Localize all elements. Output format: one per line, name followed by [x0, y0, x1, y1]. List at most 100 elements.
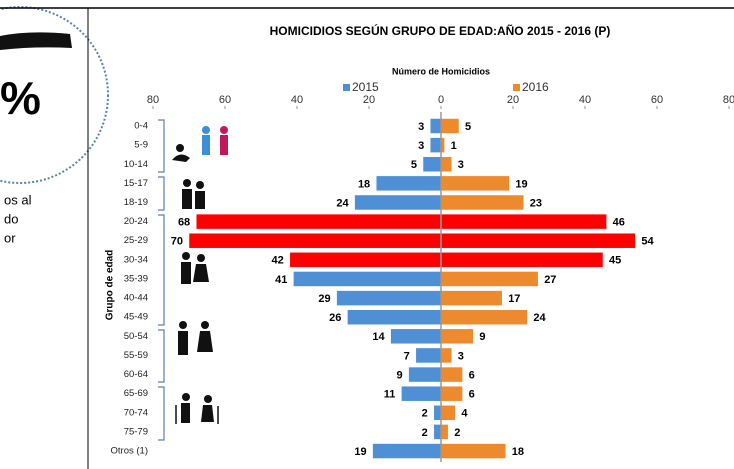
value-label: 19 [515, 178, 527, 190]
x-tick-label: 60 [219, 94, 231, 106]
bar [440, 156, 453, 172]
legend-swatch [343, 84, 350, 91]
bracket [158, 176, 165, 211]
value-label: 3 [418, 121, 424, 133]
value-label: 2 [422, 427, 428, 439]
bracket [158, 386, 165, 441]
value-label: 46 [613, 217, 625, 229]
bar [440, 347, 453, 364]
bar [440, 271, 539, 287]
bar [433, 405, 442, 421]
value-label: 6 [469, 389, 475, 401]
x-tick-label: 60 [651, 94, 663, 106]
bar [354, 194, 442, 211]
value-label: 4 [461, 408, 468, 420]
value-label: 18 [358, 178, 370, 190]
bar [390, 328, 442, 345]
bar [440, 385, 463, 402]
value-label: 7 [404, 350, 410, 362]
value-label: 5 [465, 121, 471, 133]
value-label: 26 [329, 312, 341, 324]
value-label: 9 [396, 369, 402, 381]
y-tick-label: 5-9 [134, 140, 148, 151]
bar [293, 271, 442, 287]
value-label: 45 [609, 255, 621, 267]
x-tick-label: 40 [579, 94, 591, 106]
value-label: 41 [275, 274, 287, 286]
chart-title: HOMICIDIOS SEGÚN GRUPO DE EDAD:AÑO 2015 … [270, 23, 611, 38]
value-label: 3 [418, 140, 424, 152]
value-label: 5 [411, 159, 417, 171]
bar [401, 385, 442, 402]
legend-label: 2016 [522, 80, 549, 94]
bar [440, 309, 528, 325]
y-tick-label: 75-79 [124, 426, 148, 437]
bracket [158, 119, 165, 173]
bar [440, 252, 604, 268]
bar [440, 443, 507, 459]
bar [440, 118, 460, 134]
bar [347, 309, 442, 325]
y-tick-label: 55-59 [124, 350, 148, 361]
value-label: 70 [171, 236, 183, 248]
value-label: 6 [469, 369, 475, 381]
bar [195, 213, 442, 230]
value-label: 68 [178, 217, 190, 229]
bar [440, 232, 636, 249]
y-tick-label: 60-64 [124, 369, 148, 380]
y-axis-label: Grupo de edad [105, 250, 116, 321]
y-tick-label: Otros (1) [111, 446, 148, 457]
bracket [158, 214, 165, 326]
brackets [158, 119, 165, 441]
bar [440, 366, 463, 383]
x-tick-label: 40 [291, 94, 303, 106]
y-tick-label: 18-19 [124, 197, 148, 208]
bar [188, 232, 442, 249]
value-label: 2 [422, 408, 428, 420]
value-label: 2 [454, 427, 460, 439]
y-tick-label: 65-69 [124, 388, 148, 399]
percent-symbol: % [0, 72, 41, 124]
value-label: 18 [512, 446, 524, 458]
x-tick-label: 20 [363, 94, 375, 106]
bar [429, 137, 442, 153]
subtitle: Número de Homicidios [392, 66, 490, 76]
value-label: 17 [508, 293, 520, 305]
value-label: 3 [458, 350, 464, 362]
legend-label: 2015 [352, 80, 379, 94]
bar [433, 424, 442, 440]
bracket [158, 329, 165, 383]
value-label: 1 [451, 140, 457, 152]
value-label: 3 [458, 159, 464, 171]
x-tick-label: 20 [507, 94, 519, 106]
bar [289, 252, 442, 268]
bar [440, 405, 456, 421]
bar [440, 194, 525, 211]
y-tick-label: 50-54 [124, 331, 148, 342]
icons [172, 126, 228, 424]
bar [440, 328, 474, 345]
bar [422, 156, 442, 172]
value-label: 14 [372, 331, 385, 343]
value-label: 23 [530, 197, 542, 209]
legend-swatch [513, 84, 520, 91]
bar [440, 175, 510, 192]
bar [440, 424, 449, 440]
value-label: 54 [641, 236, 654, 248]
side-text: do [4, 211, 18, 226]
y-tick-label: 20-24 [124, 216, 148, 227]
bar [415, 347, 442, 364]
bar [429, 118, 442, 134]
x-tick-label: 0 [438, 94, 444, 106]
value-label: 42 [272, 255, 284, 267]
y-tick-label: 40-44 [124, 293, 148, 304]
value-label: 24 [336, 197, 349, 209]
bar [372, 443, 442, 459]
panel-circle [0, 6, 109, 184]
y-tick-label: 35-39 [124, 273, 148, 284]
y-tick-label: 15-17 [124, 178, 148, 189]
y-tick-label: 0-4 [134, 121, 148, 132]
value-label: 9 [479, 331, 485, 343]
